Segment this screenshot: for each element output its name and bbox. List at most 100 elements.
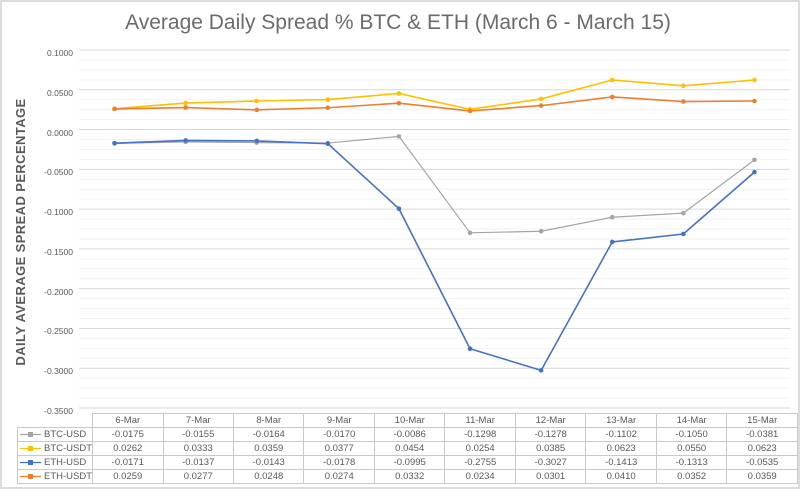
table-value-cell: -0.0137 [162, 455, 235, 470]
table-value-cell: -0.2755 [444, 455, 516, 470]
legend-key-ETH-USDT: ETH-USDT [16, 469, 94, 484]
data-point-ETH-USDT [467, 108, 473, 114]
data-point-BTC-USD [609, 214, 615, 220]
data-point-ETH-USD [752, 169, 757, 175]
data-point-ETH-USDT [752, 98, 757, 104]
table-value-cell: 0.0277 [162, 469, 235, 484]
table-value-cell: 0.0623 [585, 441, 657, 456]
table-value-cell: 0.0385 [514, 441, 587, 456]
table-row: BTC-USD -0.0175 -0.0155 -0.0164 -0.0170 -0.00… [16, 427, 798, 442]
legend-key-BTC-USDT: BTC-USDT [16, 441, 94, 456]
table-header-date: 13-Mar [585, 413, 657, 428]
table-value-cell: -0.0171 [92, 455, 164, 470]
y-tick-label: -0.0500 [44, 167, 73, 178]
y-tick-label: 0.1000 [47, 48, 73, 58]
table-value-cell: -0.0995 [373, 455, 446, 470]
data-point-BTC-USDT [752, 77, 757, 83]
data-point-BTC-USD [681, 210, 686, 216]
table-value-cell: -0.1413 [585, 455, 657, 470]
table-value-cell: -0.1050 [655, 427, 728, 442]
y-tick-label: -0.1000 [44, 207, 73, 218]
table-value-cell: 0.0333 [162, 441, 235, 456]
data-point-BTC-USD [396, 134, 402, 139]
data-point-ETH-USDT [609, 94, 615, 100]
legend-label: BTC-USD [44, 429, 87, 440]
table-header-date: 8-Mar [232, 413, 305, 428]
table-value-cell: -0.1102 [585, 427, 657, 442]
data-point-ETH-USD [538, 368, 544, 373]
data-point-ETH-USDT [325, 105, 331, 111]
data-point-BTC-USDT [325, 97, 331, 102]
table-header-date: 12-Mar [514, 413, 587, 428]
legend-marker-icon [20, 474, 41, 479]
table-header-date: 15-Mar [726, 413, 798, 428]
table-value-cell: 0.0274 [303, 469, 375, 484]
data-point-ETH-USDT [112, 106, 117, 112]
data-point-BTC-USD [538, 228, 544, 234]
table-value-cell: 0.0359 [232, 441, 305, 456]
data-point-ETH-USDT [254, 107, 260, 113]
y-tick-label: 0.0500 [47, 87, 73, 98]
table-value-cell: 0.0248 [232, 469, 305, 484]
table-value-cell: -0.1313 [655, 455, 728, 470]
legend-marker-icon [20, 446, 41, 451]
legend-label: BTC-USDT [44, 443, 93, 454]
table-value-cell: 0.0359 [726, 469, 798, 484]
table-value-cell: 0.0254 [444, 441, 516, 456]
y-tick-label: -0.2500 [44, 326, 73, 337]
legend-key-BTC-USD: BTC-USD [16, 427, 94, 442]
data-point-BTC-USD [467, 230, 473, 236]
table-value-cell: 0.0234 [444, 469, 516, 484]
table-value-cell: 0.0377 [303, 441, 375, 456]
y-tick-label: 0.0000 [47, 127, 73, 138]
series-line-BTC-USDT [114, 79, 755, 111]
table-header-date: 14-Mar [655, 413, 728, 428]
legend-label: ETH-USDT [44, 471, 93, 482]
legend-marker-icon [20, 432, 41, 437]
y-tick-label: -0.3000 [44, 366, 73, 377]
table-value-cell: -0.0164 [232, 427, 305, 442]
data-point-BTC-USDT [254, 98, 260, 104]
legend-key-ETH-USD: ETH-USD [16, 455, 94, 470]
table-corner-cell [18, 414, 93, 428]
table-row: ETH-USD -0.0171 -0.0137 -0.0143 -0.0178 -0.09… [16, 455, 798, 470]
data-point-ETH-USD [325, 141, 331, 147]
table-value-cell: -0.0535 [726, 455, 798, 470]
table-value-cell: 0.0623 [726, 441, 798, 456]
data-point-ETH-USD [396, 206, 402, 212]
data-point-ETH-USDT [396, 100, 402, 106]
table-value-cell: 0.0301 [514, 469, 587, 484]
series-line-ETH-USDT [114, 96, 755, 112]
data-point-ETH-USD [609, 239, 615, 245]
table-row: BTC-USDT 0.0262 0.0333 0.0359 0.0377 0.0454 0.… [16, 441, 798, 456]
table-header-date: 7-Mar [162, 413, 235, 428]
y-tick-label: -0.1500 [44, 246, 73, 257]
data-point-ETH-USD [112, 140, 117, 146]
data-point-BTC-USD [752, 157, 757, 163]
table-value-cell: -0.0143 [232, 455, 305, 470]
data-point-BTC-USDT [681, 83, 686, 89]
data-point-ETH-USD [183, 138, 188, 143]
table-value-cell: -0.0178 [303, 455, 375, 470]
series-line-BTC-USD [114, 135, 755, 234]
data-point-ETH-USDT [183, 105, 188, 110]
data-point-BTC-USDT [609, 77, 615, 83]
table-value-cell: 0.0332 [373, 469, 446, 484]
legend-label: ETH-USD [44, 457, 87, 468]
data-point-ETH-USD [467, 346, 473, 352]
data-point-BTC-USDT [396, 91, 402, 96]
legend-marker-icon [20, 460, 41, 465]
series-line-ETH-USD [114, 139, 755, 372]
table-header-date: 11-Mar [444, 413, 516, 428]
data-point-ETH-USD [254, 138, 260, 144]
table-value-cell: -0.0170 [303, 427, 375, 442]
data-point-BTC-USDT [538, 96, 544, 102]
table-row: ETH-USDT 0.0259 0.0277 0.0248 0.0274 0.0332 0.… [16, 469, 798, 484]
table-value-cell: -0.0155 [162, 427, 235, 442]
chart-title: Average Daily Spread % BTC & ETH (March … [125, 11, 671, 34]
y-tick-label: -0.2000 [44, 286, 73, 297]
table-header-date: 10-Mar [373, 413, 446, 428]
data-point-ETH-USD [681, 231, 686, 237]
table-value-cell: -0.0381 [726, 427, 798, 442]
